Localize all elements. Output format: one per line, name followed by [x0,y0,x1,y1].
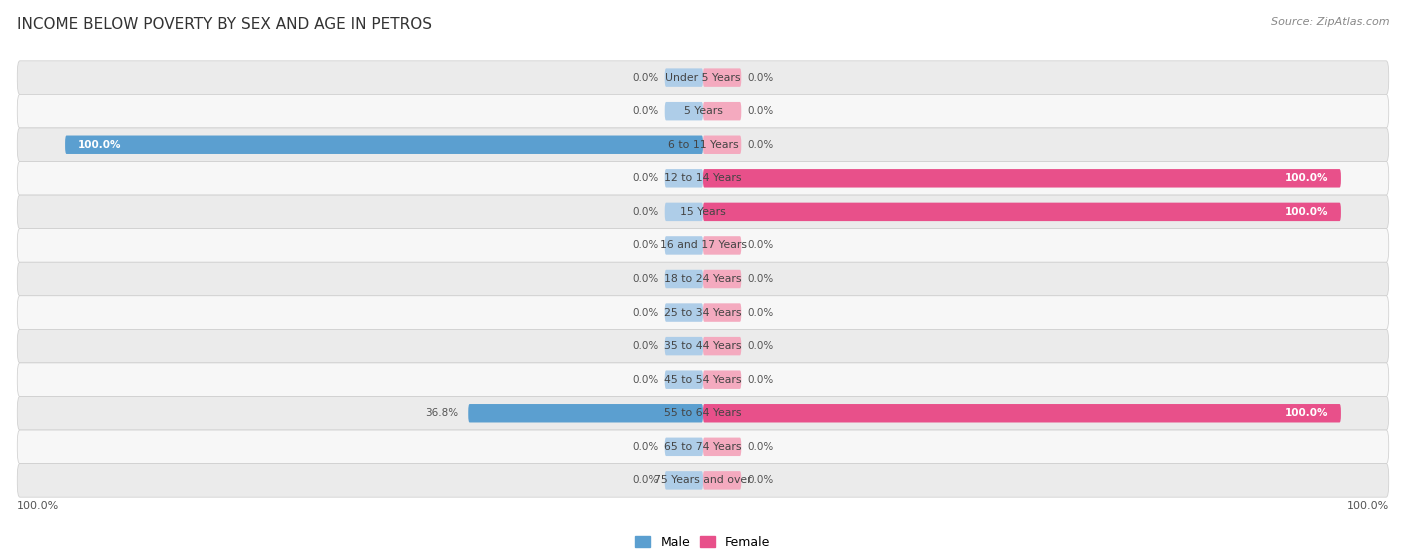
FancyBboxPatch shape [17,229,1389,262]
Text: 0.0%: 0.0% [748,341,773,351]
FancyBboxPatch shape [703,236,741,254]
FancyBboxPatch shape [665,304,703,322]
Text: Under 5 Years: Under 5 Years [665,73,741,83]
Text: 0.0%: 0.0% [748,442,773,452]
Text: 0.0%: 0.0% [748,73,773,83]
FancyBboxPatch shape [703,471,741,489]
Text: 0.0%: 0.0% [748,140,773,150]
Text: 0.0%: 0.0% [748,106,773,116]
FancyBboxPatch shape [665,69,703,87]
Text: 100.0%: 100.0% [1347,501,1389,511]
FancyBboxPatch shape [468,404,703,422]
Legend: Male, Female: Male, Female [630,531,776,554]
Text: 100.0%: 100.0% [1285,408,1329,418]
FancyBboxPatch shape [703,404,1341,422]
Text: 0.0%: 0.0% [748,374,773,384]
FancyBboxPatch shape [17,61,1389,94]
FancyBboxPatch shape [703,371,741,389]
Text: 16 and 17 Years: 16 and 17 Years [659,240,747,251]
FancyBboxPatch shape [703,69,741,87]
FancyBboxPatch shape [665,471,703,489]
FancyBboxPatch shape [17,464,1389,497]
FancyBboxPatch shape [17,363,1389,397]
Text: 75 Years and over: 75 Years and over [654,475,752,485]
FancyBboxPatch shape [17,94,1389,128]
FancyBboxPatch shape [17,161,1389,195]
FancyBboxPatch shape [17,195,1389,229]
Text: 6 to 11 Years: 6 to 11 Years [668,140,738,150]
Text: 45 to 54 Years: 45 to 54 Years [664,374,742,384]
Text: 0.0%: 0.0% [633,374,658,384]
Text: Source: ZipAtlas.com: Source: ZipAtlas.com [1271,17,1389,27]
Text: 36.8%: 36.8% [426,408,458,418]
Text: 0.0%: 0.0% [633,174,658,184]
FancyBboxPatch shape [703,102,741,121]
Text: 100.0%: 100.0% [1285,207,1329,217]
FancyBboxPatch shape [703,337,741,355]
Text: 0.0%: 0.0% [633,341,658,351]
FancyBboxPatch shape [703,437,741,456]
Text: 100.0%: 100.0% [17,501,59,511]
FancyBboxPatch shape [665,371,703,389]
Text: 0.0%: 0.0% [748,240,773,251]
Text: 0.0%: 0.0% [633,73,658,83]
Text: 0.0%: 0.0% [748,307,773,318]
FancyBboxPatch shape [703,203,1341,221]
FancyBboxPatch shape [665,337,703,355]
FancyBboxPatch shape [17,430,1389,464]
Text: 5 Years: 5 Years [683,106,723,116]
Text: 0.0%: 0.0% [633,240,658,251]
Text: 0.0%: 0.0% [748,475,773,485]
FancyBboxPatch shape [665,270,703,288]
Text: 0.0%: 0.0% [633,274,658,284]
FancyBboxPatch shape [703,136,741,154]
Text: INCOME BELOW POVERTY BY SEX AND AGE IN PETROS: INCOME BELOW POVERTY BY SEX AND AGE IN P… [17,17,432,32]
Text: 0.0%: 0.0% [633,475,658,485]
FancyBboxPatch shape [703,270,741,288]
Text: 0.0%: 0.0% [633,207,658,217]
FancyBboxPatch shape [17,296,1389,329]
Text: 35 to 44 Years: 35 to 44 Years [664,341,742,351]
Text: 65 to 74 Years: 65 to 74 Years [664,442,742,452]
FancyBboxPatch shape [703,304,741,322]
FancyBboxPatch shape [17,397,1389,430]
Text: 15 Years: 15 Years [681,207,725,217]
Text: 18 to 24 Years: 18 to 24 Years [664,274,742,284]
FancyBboxPatch shape [65,136,703,154]
Text: 100.0%: 100.0% [1285,174,1329,184]
FancyBboxPatch shape [17,128,1389,161]
Text: 0.0%: 0.0% [633,442,658,452]
FancyBboxPatch shape [17,329,1389,363]
Text: 0.0%: 0.0% [748,274,773,284]
Text: 25 to 34 Years: 25 to 34 Years [664,307,742,318]
Text: 0.0%: 0.0% [633,307,658,318]
FancyBboxPatch shape [665,203,703,221]
Text: 12 to 14 Years: 12 to 14 Years [664,174,742,184]
Text: 0.0%: 0.0% [633,106,658,116]
Text: 100.0%: 100.0% [77,140,121,150]
FancyBboxPatch shape [665,102,703,121]
FancyBboxPatch shape [665,169,703,187]
FancyBboxPatch shape [17,262,1389,296]
FancyBboxPatch shape [665,437,703,456]
Text: 55 to 64 Years: 55 to 64 Years [664,408,742,418]
FancyBboxPatch shape [703,169,1341,187]
FancyBboxPatch shape [665,236,703,254]
